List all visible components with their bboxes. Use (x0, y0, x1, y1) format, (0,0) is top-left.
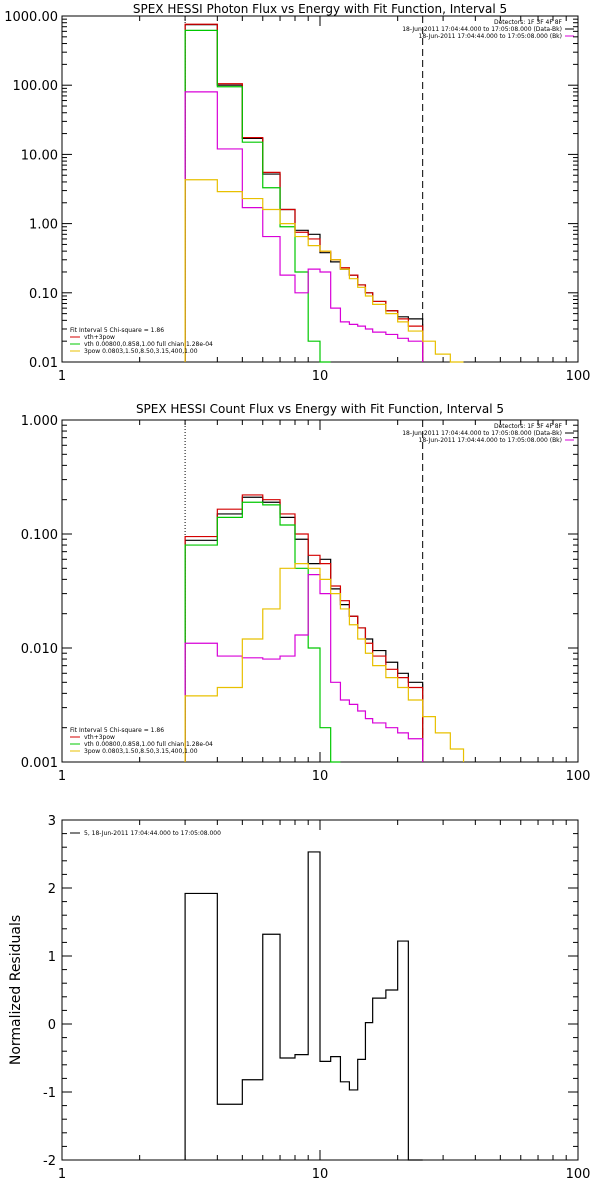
series-line-1 (184, 851, 423, 1161)
x-tick-label: 1 (58, 769, 66, 784)
y-tick-label: 2 (48, 882, 56, 897)
chart-title: SPEX HESSI Count Flux vs Energy with Fit… (136, 402, 504, 416)
y-tick-label: 1.00 (29, 218, 58, 233)
header-line-2: 18-Jun-2011 17:04:44.000 to 17:05:08.000… (402, 26, 562, 33)
y-tick-label: 1000.00 (4, 10, 58, 25)
series-line-1 (184, 496, 424, 762)
series-line-3 (184, 501, 341, 763)
header-line-3: 18-Jun-2011 17:04:44.000 to 17:05:08.000… (419, 437, 562, 444)
series-line-5 (184, 179, 464, 363)
y-tick-label: 10.00 (21, 148, 58, 163)
x-tick-label: 100 (566, 1167, 591, 1182)
x-tick-label: 10 (312, 769, 329, 784)
plot-frame (61, 15, 579, 363)
series-line-2 (184, 23, 424, 362)
legend-entry-1: Fit Interval 5 Chi-square = 1.86 (70, 727, 164, 734)
y-tick-label: 0.10 (29, 287, 58, 302)
y-tick-label: 0.010 (21, 642, 58, 657)
series-line-5 (184, 563, 465, 762)
series-line-3 (184, 29, 331, 363)
series-line-4 (184, 91, 424, 362)
y-tick-label: 0.001 (21, 756, 58, 771)
legend-entry-1: Fit Interval 5 Chi-square = 1.86 (70, 327, 164, 334)
y-tick-label: 0.01 (29, 356, 58, 371)
y-tick-label: 1.000 (21, 414, 58, 429)
header-line-2: 18-Jun-2011 17:04:44.000 to 17:05:08.000… (402, 430, 562, 437)
x-tick-label: 1 (58, 369, 66, 384)
y-tick-label: 0 (48, 1018, 56, 1033)
x-tick-label: 10 (312, 369, 329, 384)
legend-entry-3: vth 0.00800,0.858,1.00 full chian 1.28e-… (84, 341, 213, 348)
x-tick-label: 1 (58, 1167, 66, 1182)
legend-entry-3: vth 0.00800,0.858,1.00 full chian 1.28e-… (84, 741, 213, 748)
y-tick-label: 3 (48, 814, 56, 829)
y-tick-label: 100.00 (13, 79, 59, 94)
x-tick-label: 100 (566, 769, 591, 784)
y-axis-label: Normalized Residuals (8, 915, 24, 1065)
header-line-3: 18-Jun-2011 17:04:44.000 to 17:05:08.000… (419, 33, 562, 40)
series-line-4 (184, 574, 424, 762)
series-line-1 (184, 24, 424, 362)
x-tick-label: 100 (566, 369, 591, 384)
chart-panel-2: SPEX HESSI Count Flux vs Energy with Fit… (21, 402, 591, 784)
chart-panel-3: Normalized Residuals 1 10 100 -2 -1 0 1 2 3 5, 18-… (8, 814, 590, 1182)
legend-entry-2: vth+3pow (84, 734, 115, 741)
header-line-1: Detectors: 1F 3F 4F 8F (494, 19, 563, 26)
x-tick-label: 10 (312, 1167, 329, 1182)
series-line-2 (184, 494, 424, 762)
y-tick-label: -2 (43, 1154, 56, 1169)
y-tick-label: 0.100 (21, 528, 58, 543)
legend-entry-2: vth+3pow (84, 334, 115, 341)
header-line-1: Detectors: 1F 3F 4F 8F (494, 423, 563, 430)
y-tick-label: -1 (43, 1086, 56, 1101)
legend-entry-4: 3pow 0.0803,1.50,8.50,3.15,400,1.00 (84, 348, 198, 355)
y-tick-label: 1 (48, 950, 56, 965)
chart-panel-1: SPEX HESSI Photon Flux vs Energy with Fi… (4, 2, 590, 384)
chart-title: SPEX HESSI Photon Flux vs Energy with Fi… (133, 2, 507, 16)
legend-entry-1: 5, 18-Jun-2011 17:04:44.000 to 17:05:08.… (84, 830, 221, 837)
legend-entry-4: 3pow 0.0803,1.50,8.50,3.15,400,1.00 (84, 748, 198, 755)
